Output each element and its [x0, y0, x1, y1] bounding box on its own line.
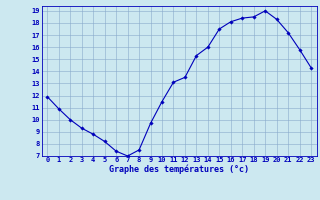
X-axis label: Graphe des températures (°c): Graphe des températures (°c) [109, 165, 249, 174]
